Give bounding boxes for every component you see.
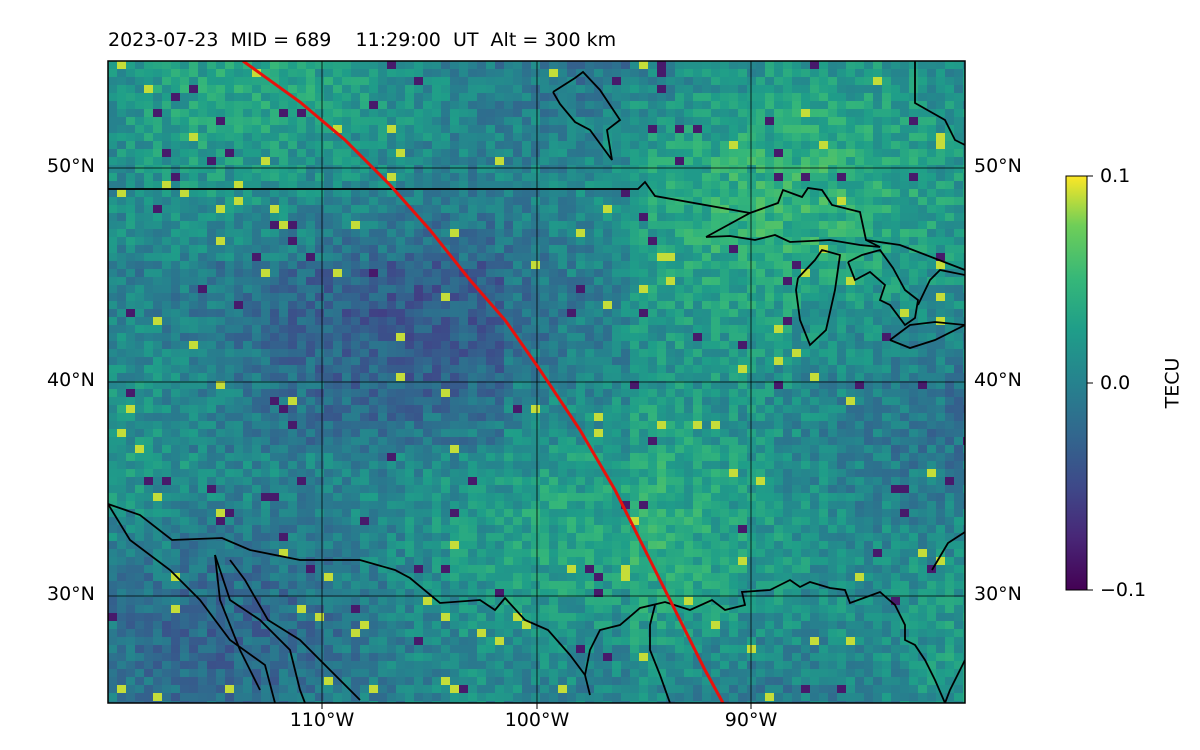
border-east xyxy=(865,239,965,271)
lake-huron xyxy=(847,248,919,327)
florida-east xyxy=(944,659,965,703)
satellite-track xyxy=(242,61,725,703)
baja-gulf-east xyxy=(214,554,306,703)
lake-ontario-shore xyxy=(917,269,965,306)
lon-label-100w: 100°W xyxy=(504,709,570,731)
mexico-gulf-coast xyxy=(649,604,671,703)
map-title: 2023-07-23 MID = 689 11:29:00 UT Alt = 3… xyxy=(108,29,617,51)
gulf-coast xyxy=(584,578,946,703)
colorbar-tick-mid: 0.0 xyxy=(1100,372,1131,394)
colorbar-ramp xyxy=(1065,175,1088,591)
coastlines xyxy=(108,61,965,703)
colorbar-tick-min: −0.1 xyxy=(1100,579,1147,601)
lake-superior xyxy=(705,187,881,248)
lat-label-50n-right: 50°N xyxy=(974,155,1022,177)
lat-label-40n-left: 40°N xyxy=(47,369,95,391)
colorbar-tick-max: 0.1 xyxy=(1100,165,1131,187)
lake-erie-ontario xyxy=(889,321,965,349)
florida-coast xyxy=(931,531,965,571)
sonora-coast xyxy=(229,559,361,701)
hudson-bay-coast xyxy=(552,70,622,161)
colorbar-ticks xyxy=(1087,175,1093,591)
lake-michigan xyxy=(795,248,842,347)
colorbar-label: TECU xyxy=(1161,357,1184,409)
lat-label-30n-right: 30°N xyxy=(974,583,1022,605)
lat-label-30n-left: 30°N xyxy=(47,583,95,605)
lon-label-110w: 110°W xyxy=(289,709,355,731)
lat-label-40n-right: 40°N xyxy=(974,369,1022,391)
atlantic-coast-ne xyxy=(914,61,965,146)
tec-heatmap xyxy=(108,61,965,703)
baja-west xyxy=(108,503,276,703)
border-us-canada xyxy=(108,180,751,214)
graticule xyxy=(108,61,965,703)
lat-label-50n-left: 50°N xyxy=(47,155,95,177)
gulf-california-inner xyxy=(214,554,261,691)
lon-label-90w: 90°W xyxy=(724,709,778,731)
border-us-mexico xyxy=(108,503,591,696)
axis-ticks xyxy=(321,703,752,709)
